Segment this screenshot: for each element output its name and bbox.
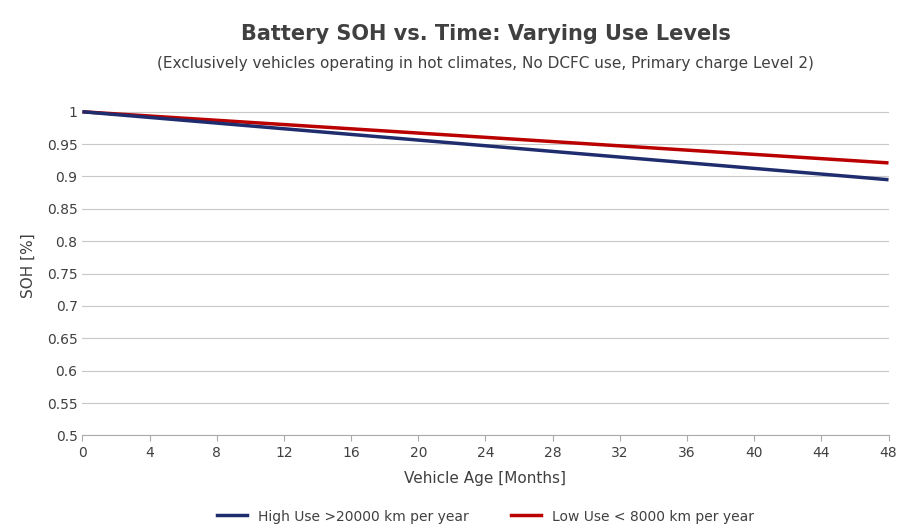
X-axis label: Vehicle Age [Months]: Vehicle Age [Months] (405, 471, 566, 486)
Text: Battery SOH vs. Time: Varying Use Levels: Battery SOH vs. Time: Varying Use Levels (241, 24, 730, 44)
Y-axis label: SOH [%]: SOH [%] (21, 233, 36, 298)
Legend: High Use >20000 km per year, Low Use < 8000 km per year: High Use >20000 km per year, Low Use < 8… (216, 510, 755, 524)
Text: (Exclusively vehicles operating in hot climates, No DCFC use, Primary charge Lev: (Exclusively vehicles operating in hot c… (157, 56, 814, 71)
